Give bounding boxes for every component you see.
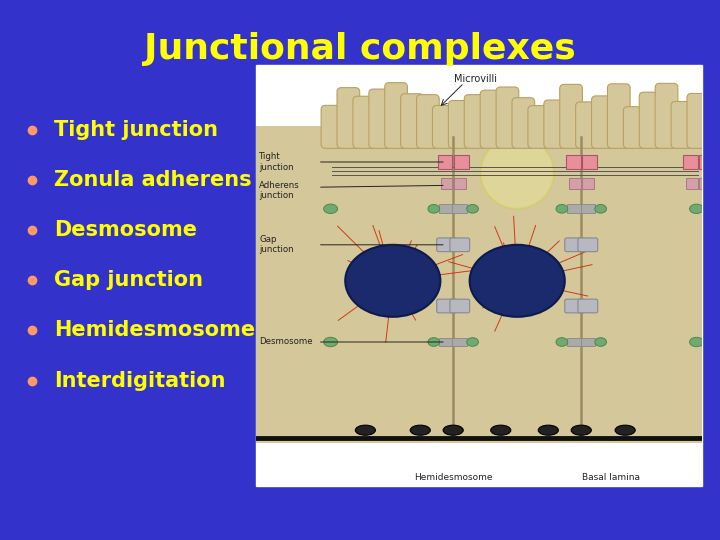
Ellipse shape bbox=[615, 425, 635, 435]
FancyBboxPatch shape bbox=[496, 87, 519, 148]
Bar bbox=[452, 205, 467, 213]
Bar bbox=[454, 155, 469, 169]
Ellipse shape bbox=[355, 425, 375, 435]
Bar bbox=[438, 155, 452, 169]
Ellipse shape bbox=[467, 205, 478, 213]
Text: Hemidesmosome: Hemidesmosome bbox=[54, 320, 255, 341]
FancyBboxPatch shape bbox=[564, 238, 585, 252]
Ellipse shape bbox=[410, 425, 431, 435]
Ellipse shape bbox=[443, 425, 463, 435]
Ellipse shape bbox=[539, 425, 559, 435]
Bar bbox=[580, 338, 595, 346]
Text: Basal lamina: Basal lamina bbox=[582, 474, 639, 482]
Bar bbox=[699, 178, 711, 190]
Ellipse shape bbox=[324, 204, 338, 213]
FancyBboxPatch shape bbox=[400, 94, 423, 148]
Ellipse shape bbox=[595, 338, 606, 346]
Bar bbox=[569, 178, 580, 190]
Text: Microvilli: Microvilli bbox=[454, 74, 497, 84]
FancyBboxPatch shape bbox=[575, 102, 598, 148]
Ellipse shape bbox=[491, 425, 510, 435]
Bar bbox=[699, 155, 714, 169]
Ellipse shape bbox=[556, 338, 567, 346]
Text: Desmosome: Desmosome bbox=[54, 220, 197, 240]
Ellipse shape bbox=[428, 205, 440, 213]
FancyBboxPatch shape bbox=[578, 238, 598, 252]
Text: Tight
junction: Tight junction bbox=[259, 152, 294, 172]
Text: Hemidesmosome: Hemidesmosome bbox=[414, 474, 492, 482]
Bar bbox=[567, 205, 582, 213]
Bar bbox=[441, 178, 452, 190]
FancyBboxPatch shape bbox=[639, 92, 662, 148]
Text: Zonula adherens: Zonula adherens bbox=[54, 170, 251, 190]
Ellipse shape bbox=[556, 205, 567, 213]
FancyBboxPatch shape bbox=[450, 299, 469, 313]
Bar bbox=[566, 155, 580, 169]
FancyBboxPatch shape bbox=[464, 94, 487, 149]
Ellipse shape bbox=[467, 338, 478, 346]
FancyBboxPatch shape bbox=[512, 98, 535, 148]
FancyBboxPatch shape bbox=[671, 102, 694, 148]
FancyBboxPatch shape bbox=[437, 299, 456, 313]
Bar bbox=[582, 178, 594, 190]
FancyBboxPatch shape bbox=[608, 84, 630, 148]
Ellipse shape bbox=[469, 245, 564, 317]
FancyBboxPatch shape bbox=[369, 89, 392, 148]
Bar bbox=[582, 155, 597, 169]
FancyBboxPatch shape bbox=[384, 83, 408, 148]
Bar bbox=[452, 338, 467, 346]
Bar bbox=[256, 126, 702, 443]
FancyBboxPatch shape bbox=[433, 105, 455, 148]
Ellipse shape bbox=[324, 338, 338, 347]
Bar bbox=[686, 178, 698, 190]
FancyBboxPatch shape bbox=[449, 100, 471, 148]
FancyBboxPatch shape bbox=[564, 299, 585, 313]
Ellipse shape bbox=[690, 338, 703, 347]
Text: Desmosome: Desmosome bbox=[259, 338, 313, 347]
Bar bbox=[567, 338, 582, 346]
Ellipse shape bbox=[346, 245, 441, 317]
FancyBboxPatch shape bbox=[559, 84, 582, 148]
FancyBboxPatch shape bbox=[578, 299, 598, 313]
Text: Adherens
junction: Adherens junction bbox=[259, 181, 300, 200]
Bar bbox=[256, 65, 702, 486]
Text: Junctional complexes: Junctional complexes bbox=[144, 32, 576, 65]
Ellipse shape bbox=[428, 338, 440, 346]
FancyBboxPatch shape bbox=[321, 105, 343, 148]
Ellipse shape bbox=[690, 204, 703, 213]
Ellipse shape bbox=[595, 205, 606, 213]
Ellipse shape bbox=[571, 425, 591, 435]
Bar bbox=[439, 205, 454, 213]
Bar bbox=[580, 205, 595, 213]
Text: Interdigitation: Interdigitation bbox=[54, 370, 225, 391]
FancyBboxPatch shape bbox=[544, 100, 567, 149]
Text: Tight junction: Tight junction bbox=[54, 119, 218, 140]
FancyBboxPatch shape bbox=[624, 107, 646, 148]
FancyBboxPatch shape bbox=[417, 94, 439, 149]
FancyBboxPatch shape bbox=[655, 83, 678, 148]
FancyBboxPatch shape bbox=[450, 238, 469, 252]
FancyBboxPatch shape bbox=[687, 93, 710, 148]
FancyBboxPatch shape bbox=[337, 87, 360, 148]
Circle shape bbox=[481, 137, 554, 209]
FancyBboxPatch shape bbox=[437, 238, 456, 252]
Text: Gap
junction: Gap junction bbox=[259, 235, 294, 254]
FancyBboxPatch shape bbox=[592, 96, 614, 148]
Bar bbox=[439, 338, 454, 346]
Bar bbox=[454, 178, 466, 190]
FancyBboxPatch shape bbox=[480, 90, 503, 148]
FancyBboxPatch shape bbox=[528, 106, 551, 148]
Text: Gap junction: Gap junction bbox=[54, 270, 203, 291]
FancyBboxPatch shape bbox=[353, 96, 376, 148]
Bar bbox=[683, 155, 698, 169]
